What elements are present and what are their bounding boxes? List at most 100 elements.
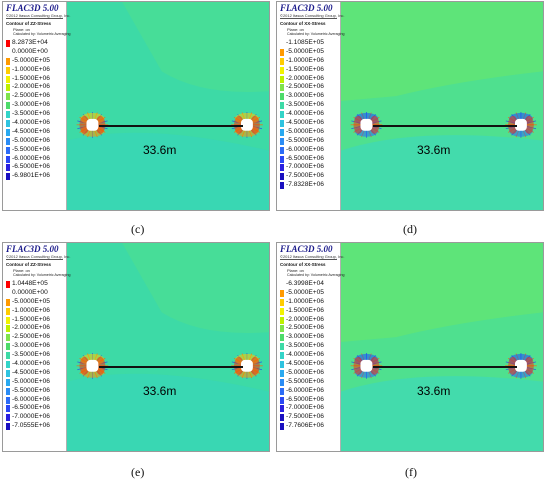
legend-value: -5.5000E+06 — [12, 145, 50, 153]
legend-row: -4.5000E+06 — [6, 369, 66, 378]
legend-swatch — [6, 298, 10, 306]
legend-swatch — [280, 66, 284, 74]
legend-copyright: ©2012 Itasca Consulting Group, Inc. — [280, 13, 345, 18]
legend-swatch — [6, 102, 10, 110]
legend-value: -5.0000E+05 — [12, 297, 50, 305]
legend-row: -7.0555E+06 — [6, 422, 66, 431]
legend-value: -5.0000E+06 — [286, 127, 324, 135]
legend-row: -2.0000E+06 — [280, 75, 340, 84]
opening-right — [505, 352, 537, 379]
legend-value: -3.5000E+06 — [286, 101, 324, 109]
legend: FLAC3D 5.00 ©2012 Itasca Consulting Group… — [277, 243, 345, 451]
legend-swatch — [280, 352, 284, 360]
legend-row: -6.0000E+06 — [280, 387, 340, 396]
legend-row: -5.0000E+05 — [6, 298, 66, 307]
legend-value: -6.9801E+06 — [12, 172, 50, 180]
legend-title: FLAC3D 5.00 — [6, 244, 59, 254]
legend-swatch — [6, 281, 10, 288]
legend-value: -1.0000E+06 — [12, 65, 50, 73]
legend-row: -1.1085E+05 — [280, 39, 340, 48]
legend-row: -2.5000E+06 — [6, 333, 66, 342]
legend-row: -3.0000E+06 — [280, 333, 340, 342]
legend-value: -2.5000E+06 — [12, 333, 50, 341]
legend-plane: Plane: on — [13, 268, 30, 273]
legend-row: 8.2873E+04 — [6, 39, 66, 48]
opening-left — [350, 352, 383, 379]
legend-row: -3.0000E+06 — [280, 92, 340, 101]
legend-value: -4.0000E+06 — [12, 360, 50, 368]
legend-value: -1.0000E+06 — [12, 306, 50, 314]
stress-contour-plot — [66, 2, 269, 210]
legend-value: -1.0000E+06 — [286, 56, 324, 64]
legend-value: -7.7606E+06 — [286, 422, 324, 430]
legend-title: FLAC3D 5.00 — [280, 3, 333, 13]
legend-scale: 8.2873E+04 0.0000E+00 -5.0000E+05 -1.0000E+… — [6, 39, 66, 181]
legend-row: -6.0000E+06 — [280, 146, 340, 155]
span-line — [99, 125, 243, 127]
legend-row: -1.0000E+06 — [6, 66, 66, 75]
legend-swatch — [280, 84, 284, 92]
opening-right — [231, 111, 263, 138]
legend-value: -2.0000E+06 — [12, 324, 50, 332]
legend-swatch — [280, 414, 284, 422]
legend-swatch — [6, 93, 10, 101]
legend-calculated: Calculated by: Volumetric Averaging — [13, 32, 71, 36]
legend-row: -2.5000E+06 — [6, 92, 66, 101]
legend-value: -7.8328E+06 — [286, 181, 324, 189]
legend-value: -2.0000E+06 — [286, 74, 324, 82]
legend-swatch — [280, 57, 284, 65]
legend-row: -1.0000E+06 — [280, 57, 340, 66]
legend-value: -6.0000E+06 — [12, 154, 50, 162]
legend-row: -5.0000E+05 — [280, 48, 340, 57]
span-label: 33.6m — [417, 143, 451, 157]
legend-swatch — [280, 182, 284, 190]
panel-c: 33.6m FLAC3D 5.00 ©2012 Itasca Consulting … — [2, 1, 270, 211]
legend-value: -1.5000E+06 — [12, 74, 50, 82]
legend-swatch — [6, 423, 10, 431]
legend-row: -4.5000E+06 — [6, 128, 66, 137]
panel-f: 33.6m FLAC3D 5.00 ©2012 Itasca Consulting … — [276, 242, 544, 452]
legend-value: -7.0000E+06 — [286, 404, 324, 412]
legend-row: -1.5000E+06 — [280, 307, 340, 316]
legend-swatch — [6, 146, 10, 154]
legend-swatch — [6, 316, 10, 324]
stress-contour-plot — [340, 243, 543, 451]
legend-value: -6.0000E+06 — [286, 386, 324, 394]
legend-swatch — [6, 40, 10, 47]
legend-row: -3.0000E+06 — [6, 101, 66, 110]
legend-swatch — [280, 120, 284, 128]
legend-value: -2.0000E+06 — [12, 83, 50, 91]
legend-swatch — [280, 93, 284, 101]
panel-caption: (e) — [131, 465, 145, 479]
legend-swatch — [6, 164, 10, 172]
legend-contour-name: Contour of XX-Stress — [280, 262, 326, 267]
legend-swatch — [6, 173, 10, 181]
legend-row: -6.9801E+06 — [6, 172, 66, 181]
legend-value: -7.5000E+06 — [286, 172, 324, 180]
legend-swatch — [6, 66, 10, 74]
legend-value: -6.5000E+06 — [286, 395, 324, 403]
legend-swatch — [6, 414, 10, 422]
legend-row: -6.0000E+06 — [6, 396, 66, 405]
legend-swatch — [280, 75, 284, 83]
legend-swatch — [6, 307, 10, 315]
legend-copyright: ©2012 Itasca Consulting Group, Inc. — [6, 13, 71, 18]
legend-value: -1.5000E+06 — [286, 306, 324, 314]
span-line — [373, 125, 517, 127]
legend-value: -5.5000E+06 — [12, 386, 50, 394]
legend-swatch — [280, 281, 284, 288]
legend-value: -6.5000E+06 — [12, 163, 50, 171]
legend-row: -6.0000E+06 — [6, 155, 66, 164]
legend-value: -5.0000E+06 — [12, 377, 50, 385]
legend-swatch — [6, 396, 10, 404]
legend-copyright: ©2012 Itasca Consulting Group, Inc. — [6, 254, 71, 259]
legend-row: -4.5000E+06 — [280, 360, 340, 369]
legend-calculated: Calculated by: Volumetric Averaging — [287, 273, 345, 277]
legend-row: -1.5000E+06 — [6, 75, 66, 84]
legend-swatch — [280, 325, 284, 333]
legend-plane: Plane: on — [287, 27, 304, 32]
legend-swatch — [280, 40, 284, 47]
legend-row: -5.0000E+05 — [280, 289, 340, 298]
legend-swatch — [6, 343, 10, 351]
legend-value: -5.0000E+05 — [286, 47, 324, 55]
